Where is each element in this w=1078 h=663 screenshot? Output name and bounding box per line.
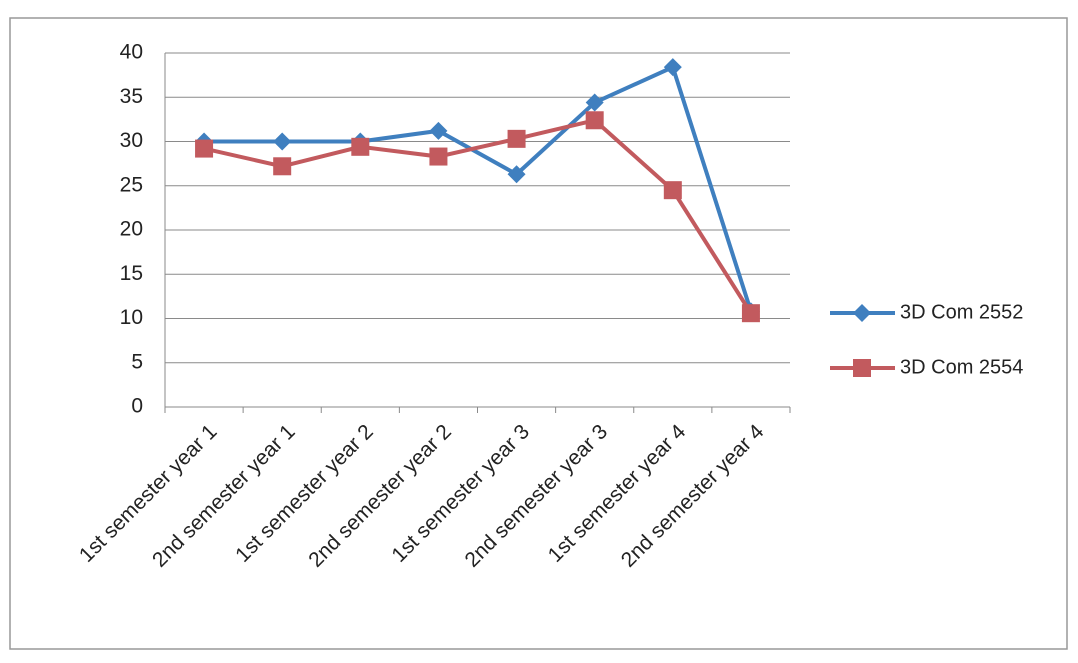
- x-tick-label: 1st semester year 4: [544, 420, 691, 567]
- data-point: [507, 129, 526, 148]
- series-line: [203, 118, 753, 315]
- x-tick-label: 1st semester year 2: [231, 420, 378, 567]
- data-point: [351, 137, 370, 156]
- y-tick-label: 25: [120, 173, 143, 196]
- data-point: [273, 132, 292, 151]
- series-line: [204, 64, 753, 313]
- data-point: [507, 165, 526, 184]
- y-tick-label: 35: [120, 85, 143, 108]
- x-tick-label: 2nd semester year 4: [617, 420, 769, 572]
- x-tick-label: 2nd semester year 3: [461, 420, 613, 572]
- x-tick-label: 2nd semester year 1: [148, 420, 300, 572]
- y-tick-label: 10: [120, 306, 143, 329]
- x-tick-label: 2nd semester year 2: [304, 420, 456, 572]
- legend-marker: [853, 359, 871, 377]
- chart-frame: [9, 17, 1068, 650]
- x-tick-label: 1st semester year 1: [75, 420, 222, 567]
- data-point: [585, 93, 604, 112]
- legend-marker: [853, 304, 871, 322]
- data-point: [585, 111, 604, 130]
- y-tick-label: 0: [131, 395, 143, 418]
- data-point: [741, 304, 760, 323]
- x-tick-label: 1st semester year 3: [387, 420, 534, 567]
- data-point: [429, 147, 448, 166]
- y-tick-label: 20: [120, 218, 143, 241]
- y-tick-label: 30: [120, 129, 143, 152]
- data-point: [663, 58, 682, 77]
- data-point: [273, 157, 292, 176]
- data-point: [663, 181, 682, 200]
- legend-label: 3D Com 2554: [900, 356, 1023, 378]
- data-point: [429, 121, 448, 140]
- y-tick-label: 5: [131, 350, 143, 373]
- y-tick-label: 15: [120, 262, 143, 285]
- data-point: [195, 139, 214, 158]
- legend-label: 3D Com 2552: [900, 301, 1023, 323]
- y-tick-label: 40: [120, 41, 143, 64]
